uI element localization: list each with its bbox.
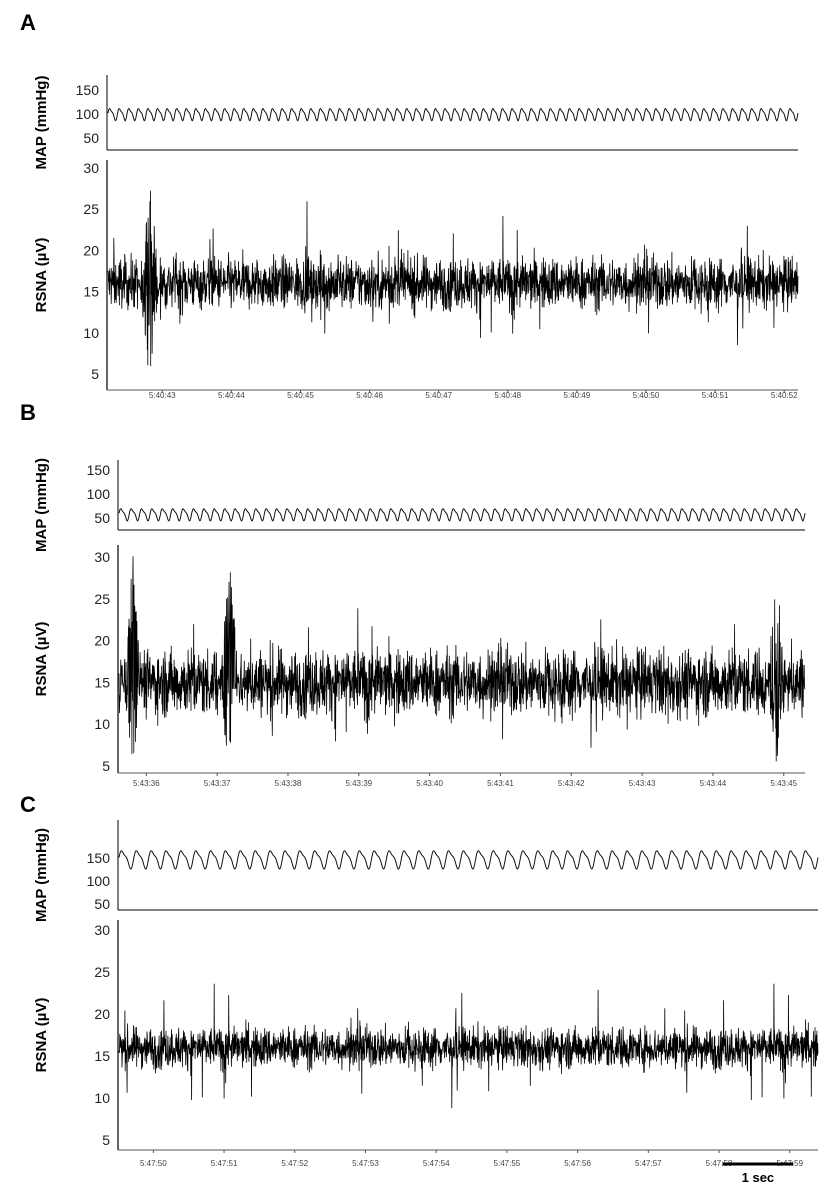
rsna-ytick-label: 20 — [94, 633, 110, 649]
rsna-ytick-label: 10 — [94, 1090, 110, 1106]
rsna-ytick-label: 20 — [83, 242, 99, 258]
time-tick-label: 5:40:43 — [149, 391, 176, 400]
rsna-ytick-label: 30 — [94, 549, 110, 565]
time-tick-label: 5:43:42 — [558, 779, 585, 788]
time-tick-label: 5:47:51 — [211, 1159, 238, 1168]
map-axis-title: MAP (mmHg) — [33, 828, 50, 922]
scale-bar-label: 1 sec — [742, 1170, 775, 1185]
rsna-trace — [107, 190, 799, 367]
time-tick-label: 5:40:46 — [356, 391, 383, 400]
rsna-ytick-label: 25 — [94, 964, 110, 980]
time-tick-label: 5:43:37 — [204, 779, 231, 788]
rsna-ytick-label: 25 — [83, 201, 99, 217]
time-tick-label: 5:47:50 — [140, 1159, 167, 1168]
rsna-ytick-label: 15 — [83, 284, 99, 300]
map-ytick-label: 100 — [87, 486, 111, 502]
rsna-ytick-label: 30 — [83, 160, 99, 176]
time-tick-label: 5:47:54 — [423, 1159, 450, 1168]
time-tick-label: 5:40:44 — [218, 391, 245, 400]
rsna-ytick-label: 30 — [94, 922, 110, 938]
map-trace — [107, 107, 799, 122]
rsna-ytick-label: 20 — [94, 1006, 110, 1022]
map-axis-title: MAP (mmHg) — [33, 458, 50, 552]
rsna-axis-title: RSNA (µV) — [33, 238, 50, 313]
map-ytick-label: 100 — [87, 873, 111, 889]
time-tick-label: 5:43:40 — [416, 779, 443, 788]
panel-label-C: C — [20, 792, 36, 817]
time-tick-label: 5:40:49 — [564, 391, 591, 400]
rsna-ytick-label: 5 — [102, 758, 110, 774]
rsna-trace — [118, 983, 819, 1109]
rsna-ytick-label: 5 — [102, 1132, 110, 1148]
rsna-trace — [118, 556, 806, 762]
map-ytick-label: 50 — [83, 130, 99, 146]
map-trace — [118, 850, 819, 870]
time-tick-label: 5:47:55 — [494, 1159, 521, 1168]
panel-label-B: B — [20, 400, 36, 425]
time-tick-label: 5:47:57 — [635, 1159, 662, 1168]
time-tick-label: 5:40:50 — [633, 391, 660, 400]
map-ytick-label: 150 — [76, 82, 100, 98]
time-tick-label: 5:43:43 — [629, 779, 656, 788]
map-axis-title: MAP (mmHg) — [33, 76, 50, 170]
time-tick-label: 5:40:47 — [425, 391, 452, 400]
map-ytick-label: 150 — [87, 850, 111, 866]
panel-label-A: A — [20, 10, 36, 35]
map-ytick-label: 100 — [76, 106, 100, 122]
time-tick-label: 5:43:41 — [487, 779, 514, 788]
time-tick-label: 5:47:52 — [281, 1159, 308, 1168]
time-tick-label: 5:47:58 — [706, 1159, 733, 1168]
rsna-ytick-label: 5 — [91, 366, 99, 382]
time-tick-label: 5:43:38 — [275, 779, 302, 788]
rsna-axis-title: RSNA (µV) — [33, 998, 50, 1073]
time-tick-label: 5:43:44 — [700, 779, 727, 788]
map-ytick-label: 50 — [94, 896, 110, 912]
time-tick-label: 5:43:36 — [133, 779, 160, 788]
rsna-ytick-label: 10 — [83, 325, 99, 341]
rsna-ytick-label: 25 — [94, 591, 110, 607]
time-tick-label: 5:43:39 — [345, 779, 372, 788]
rsna-ytick-label: 15 — [94, 674, 110, 690]
rsna-ytick-label: 10 — [94, 716, 110, 732]
rsna-ytick-label: 15 — [94, 1048, 110, 1064]
time-tick-label: 5:40:45 — [287, 391, 314, 400]
time-tick-label: 5:47:56 — [564, 1159, 591, 1168]
time-tick-label: 5:43:45 — [770, 779, 797, 788]
map-ytick-label: 50 — [94, 510, 110, 526]
map-ytick-label: 150 — [87, 462, 111, 478]
time-tick-label: 5:40:52 — [771, 391, 798, 400]
time-tick-label: 5:47:53 — [352, 1159, 379, 1168]
time-tick-label: 5:40:48 — [494, 391, 521, 400]
time-tick-label: 5:40:51 — [702, 391, 729, 400]
rsna-axis-title: RSNA (µV) — [33, 622, 50, 697]
map-trace — [118, 508, 806, 522]
